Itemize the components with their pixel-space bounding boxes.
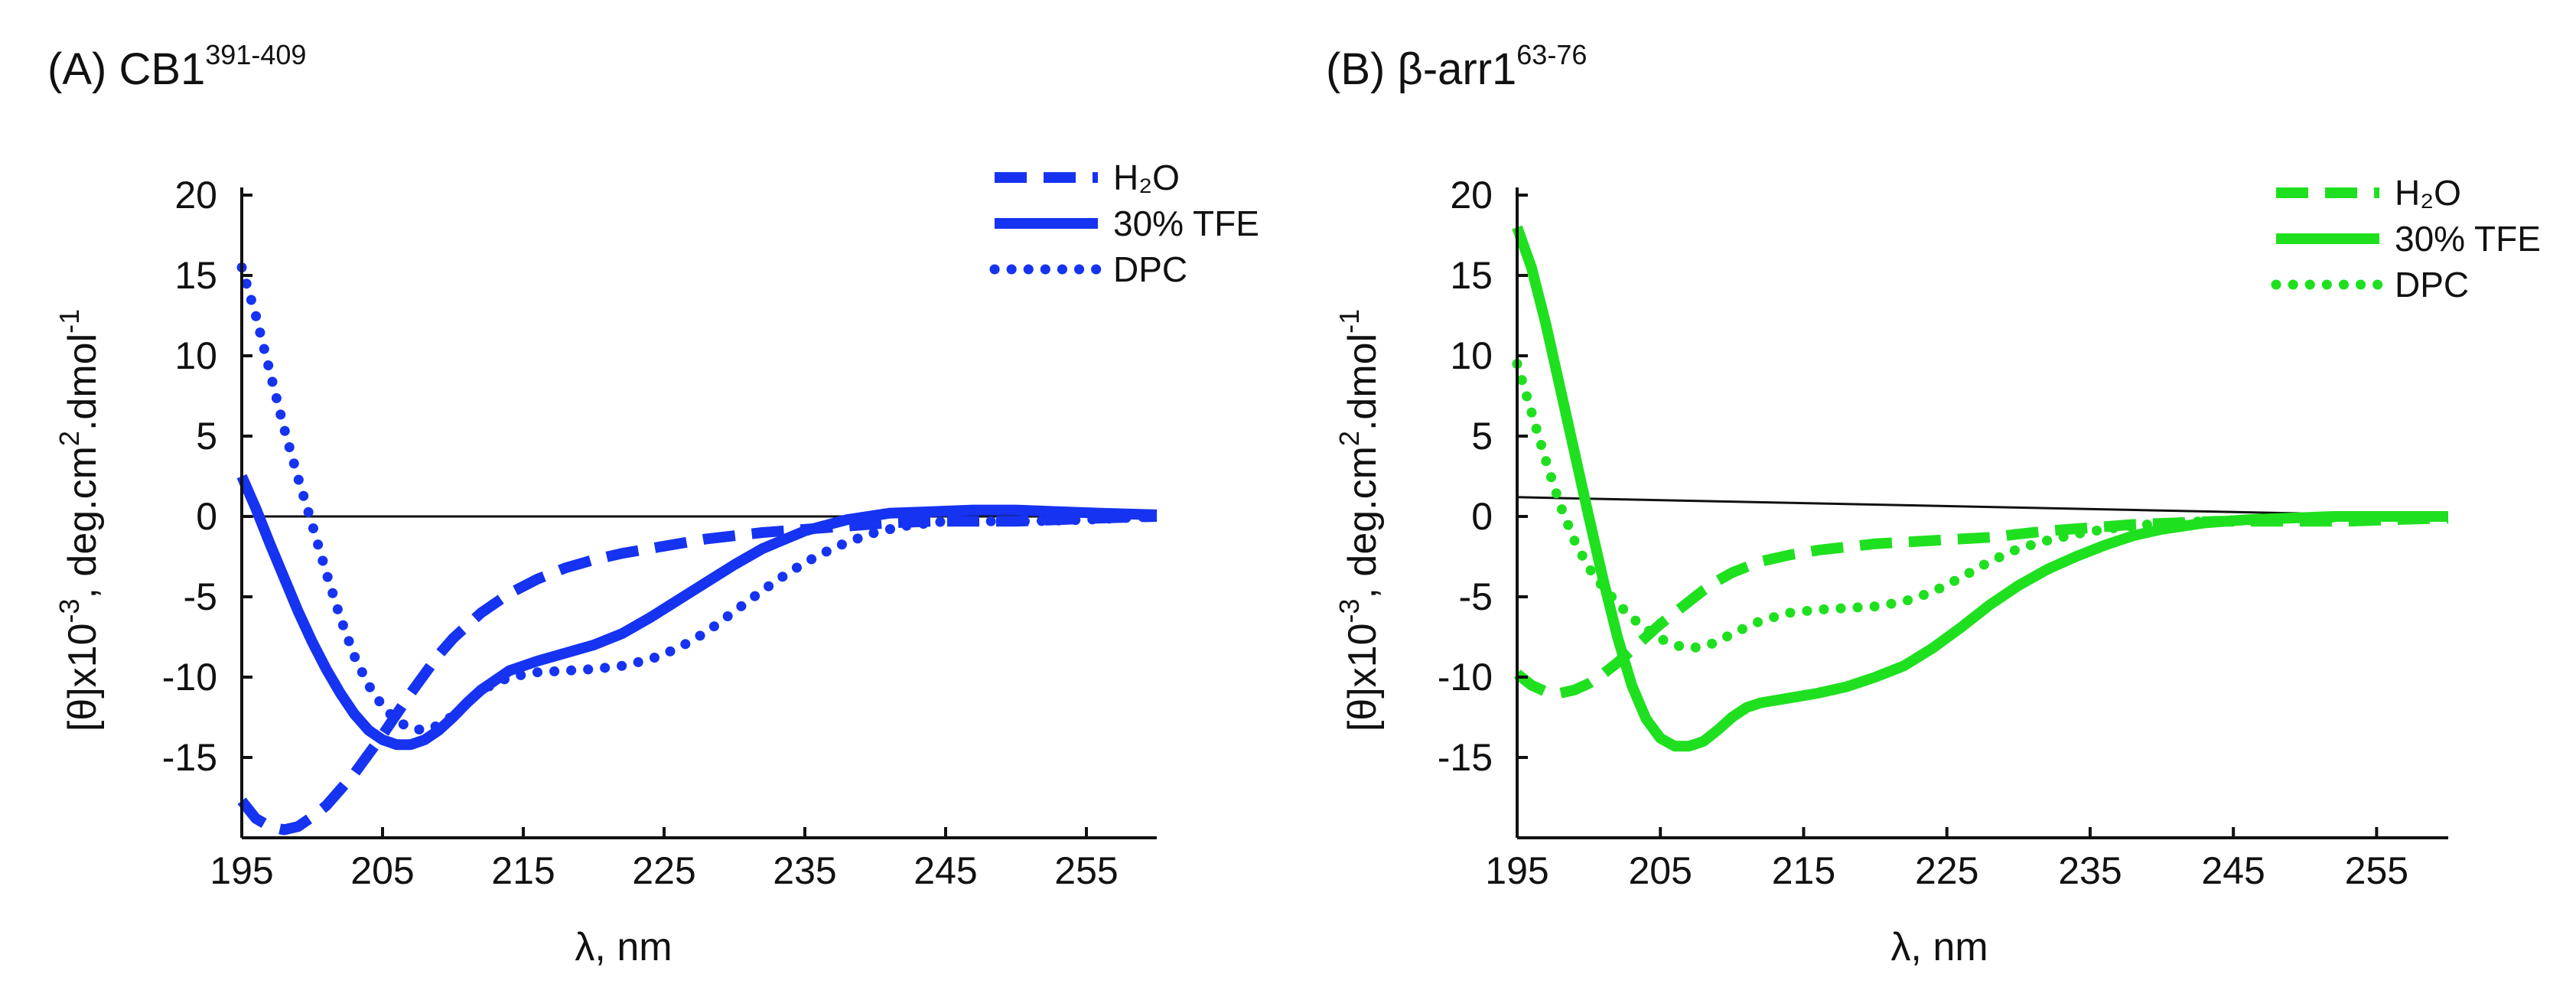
y-tick-label: 0 (1471, 495, 1493, 538)
x-tick-label: 195 (210, 849, 273, 892)
series-line-30-tfe (236, 474, 1158, 751)
x-tick-label: 195 (1485, 849, 1549, 892)
y-tick-label: 10 (1450, 334, 1493, 377)
y-tick-label: 0 (196, 495, 217, 538)
legend-dpc-label: DPC (2395, 265, 2469, 305)
x-tick-label: 215 (491, 849, 555, 892)
y-tick-label: 20 (174, 174, 217, 217)
x-axis-label: λ, nm (1890, 925, 1988, 969)
legend-dpc-label: DPC (1113, 249, 1187, 289)
y-tick-label: -15 (162, 736, 217, 779)
series-line-dpc (1512, 359, 2454, 653)
series-line-h2o (237, 511, 1158, 836)
y-tick-label: -5 (184, 575, 217, 618)
y-tick-label: 15 (174, 254, 217, 297)
legend-h2o-label: H₂O (2395, 173, 2461, 213)
panel-b: (B) β-arr163-76 195 205 215 225 235 245 255-15… (1326, 39, 2541, 969)
y-tick-label: -10 (1438, 656, 1493, 699)
x-axis-label: λ, nm (575, 925, 672, 969)
x-tick-label: 245 (913, 849, 977, 892)
x-tick-label: 235 (773, 849, 836, 892)
panel-b-title: (B) β-arr163-76 (1326, 39, 1587, 94)
y-tick-label: 5 (196, 415, 217, 458)
series-line-dpc (236, 262, 1162, 735)
x-tick-label: 215 (1772, 849, 1835, 892)
x-tick-label: 255 (1054, 849, 1118, 892)
panel-a-title: (A) CB1391-409 (47, 39, 306, 94)
y-tick-label: -10 (162, 656, 217, 699)
y-axis-label: [θ]x10-3, deg.cm2.dmol-1 (1334, 309, 1385, 731)
x-tick-label: 245 (2201, 849, 2265, 892)
x-tick-label: 205 (350, 849, 414, 892)
y-tick-label: -5 (1459, 575, 1493, 618)
legend-h2o-label: H₂O (1113, 158, 1180, 197)
y-tick-label: 10 (174, 334, 217, 377)
y-tick-label: 15 (1450, 254, 1493, 297)
series-line-30-tfe (1512, 225, 2448, 752)
legend-30-tfe-label: 30% TFE (1113, 204, 1259, 243)
x-tick-label: 225 (1915, 849, 1978, 892)
y-axis-label: [θ]x10-3, deg.cm2.dmol-1 (54, 309, 105, 731)
x-tick-label: 235 (2058, 849, 2122, 892)
y-tick-label: 20 (1450, 174, 1493, 217)
y-tick-label: 5 (1471, 415, 1493, 458)
y-tick-label: -15 (1438, 736, 1493, 779)
legend-30-tfe-label: 30% TFE (2395, 219, 2541, 259)
panel-a: (A) CB1391-409 195 205 215 225 235 245 255-15-… (47, 39, 1259, 969)
x-tick-label: 255 (2345, 849, 2408, 892)
x-tick-label: 225 (632, 849, 695, 892)
x-tick-label: 205 (1629, 849, 1692, 892)
